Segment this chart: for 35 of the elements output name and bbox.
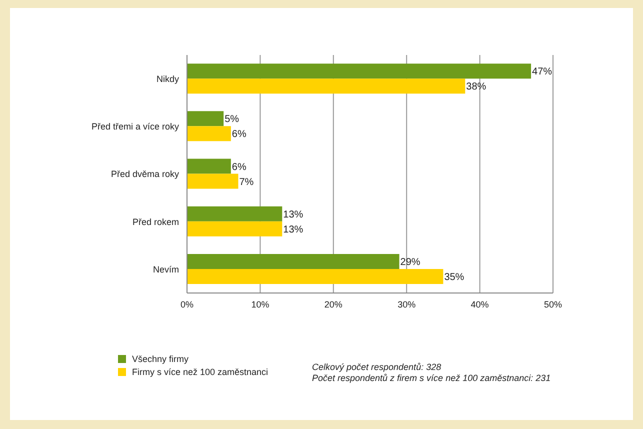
y-tick-label: Před třemi a více roky (91, 122, 180, 132)
data-label: 38% (466, 82, 486, 93)
data-label: 13% (283, 224, 304, 236)
y-tick-label: Před dvěma roky (110, 169, 180, 180)
y-tick-label: Před rokem (132, 216, 179, 227)
x-tick-label: 50% (544, 299, 562, 310)
data-label: 35% (444, 272, 464, 283)
data-label: 29% (400, 256, 420, 268)
bar (187, 221, 282, 236)
legend-label: Firmy s více než 100 zaměstnanci (132, 366, 268, 376)
data-label: 6% (232, 162, 246, 173)
data-label: 6% (232, 129, 246, 140)
text: Celkový počet respondentů: 328 (312, 362, 442, 373)
bar (187, 126, 231, 142)
bar (187, 268, 444, 284)
data-label: 13% (283, 209, 304, 220)
x-tick-label: 30% (398, 299, 416, 310)
y-tick-label: Nevím (152, 264, 179, 274)
data-label: 7% (239, 176, 254, 188)
legend-label: Všechny firmy (132, 354, 189, 364)
bar (187, 254, 400, 269)
x-tick-label: 20% (324, 299, 342, 310)
data-label: 47% (532, 66, 552, 78)
text: Počet respondentů z firem s více než 100 zaměstnanci: 231 (312, 373, 551, 384)
bar (187, 206, 282, 222)
y-tick-label: Nikdy (156, 74, 180, 84)
x-tick-label: 0% (180, 299, 194, 310)
x-tick-label: 10% (251, 299, 270, 310)
bar (187, 78, 466, 94)
data-label: 5% (224, 114, 240, 126)
bar (187, 64, 532, 79)
x-tick-label: 40% (470, 299, 489, 310)
bar (187, 158, 231, 174)
bar (187, 174, 238, 189)
bar (187, 111, 224, 126)
